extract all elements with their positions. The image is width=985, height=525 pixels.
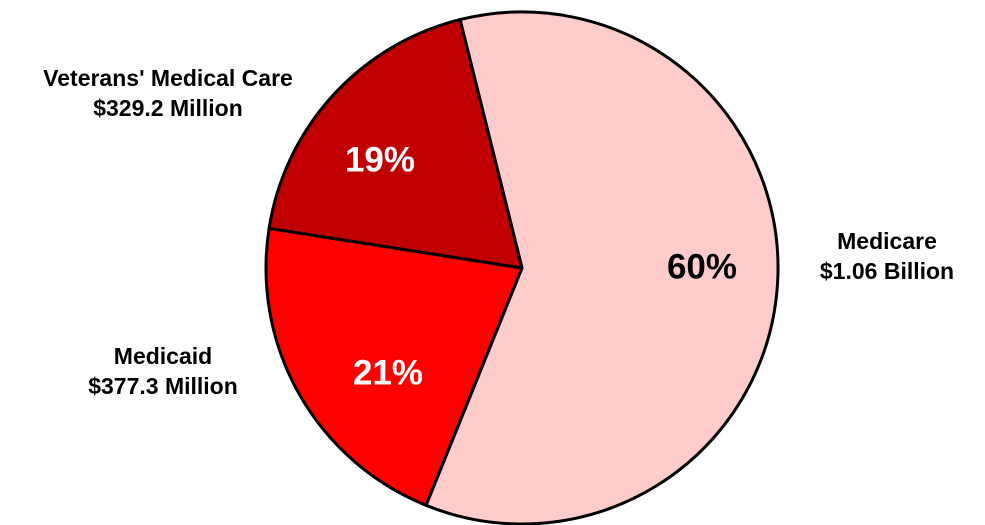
pie-amount-label-veterans-medical-care: $329.2 Million xyxy=(93,95,243,121)
pie-slices xyxy=(264,10,780,525)
pie-category-label-medicaid: Medicaid xyxy=(114,343,212,369)
pie-amount-label-medicare: $1.06 Billion xyxy=(820,258,954,284)
pie-percent-label-medicaid: 21% xyxy=(353,353,423,392)
pie-slice-medicare xyxy=(424,10,780,525)
pie-slice-medicaid xyxy=(264,226,524,507)
pie-amount-label-medicaid: $377.3 Million xyxy=(88,373,238,399)
pie-category-label-medicare: Medicare xyxy=(837,228,937,254)
pie-category-label-veterans-medical-care: Veterans' Medical Care xyxy=(43,65,293,91)
pie-percent-label-medicare: 60% xyxy=(667,247,737,286)
pie-labels: 60% Medicare $1.06 Billion 21% Medicaid $377.… xyxy=(43,65,954,399)
pie-percent-label-veterans-medical-care: 19% xyxy=(345,140,415,179)
pie-slice-veterans-medical-care xyxy=(267,18,524,270)
